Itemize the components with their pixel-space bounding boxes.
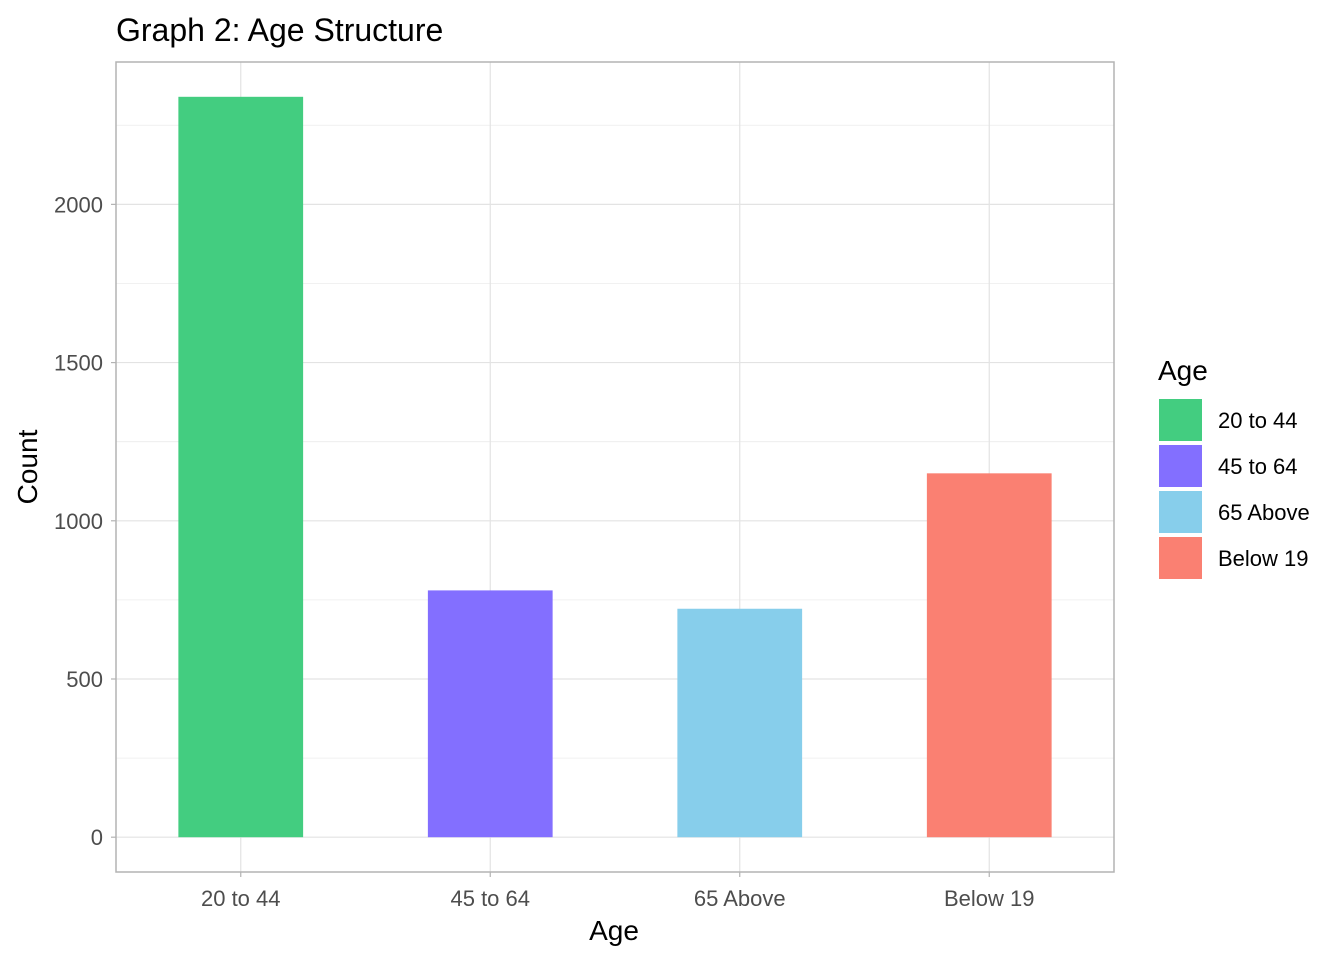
- x-axis: 20 to 44 45 to 64 65 Above Below 19: [201, 872, 1035, 911]
- x-tick-label: 65 Above: [694, 886, 786, 911]
- chart-title: Graph 2: Age Structure: [116, 12, 443, 48]
- legend: Age 20 to 44 45 to 64 65 Above Below 19: [1158, 355, 1310, 579]
- bar: [427, 590, 553, 838]
- legend-label: 65 Above: [1218, 500, 1310, 525]
- y-axis: 0 500 1000 1500 2000: [54, 192, 116, 850]
- y-tick-label: 1500: [54, 351, 103, 376]
- y-tick-label: 2000: [54, 192, 103, 217]
- x-tick-label: Below 19: [944, 886, 1035, 911]
- y-axis-title: Count: [12, 429, 43, 504]
- legend-label: 45 to 64: [1218, 454, 1298, 479]
- bars: [178, 96, 1052, 838]
- legend-key: [1159, 537, 1202, 579]
- y-tick-label: 0: [91, 825, 103, 850]
- plot-panel-border: [115, 61, 1115, 873]
- bar: [178, 96, 304, 838]
- x-tick-label: 20 to 44: [201, 886, 281, 911]
- legend-items: 20 to 44 45 to 64 65 Above Below 19: [1159, 399, 1310, 579]
- legend-key: [1159, 445, 1202, 487]
- x-axis-title: Age: [589, 915, 639, 946]
- bar: [677, 608, 803, 838]
- y-tick-label: 1000: [54, 509, 103, 534]
- legend-label: 20 to 44: [1218, 408, 1298, 433]
- bar: [926, 473, 1052, 838]
- legend-title: Age: [1158, 355, 1208, 386]
- x-tick-label: 45 to 64: [450, 886, 530, 911]
- legend-key: [1159, 399, 1202, 441]
- y-tick-label: 500: [66, 667, 103, 692]
- legend-key: [1159, 491, 1202, 533]
- legend-label: Below 19: [1218, 546, 1309, 571]
